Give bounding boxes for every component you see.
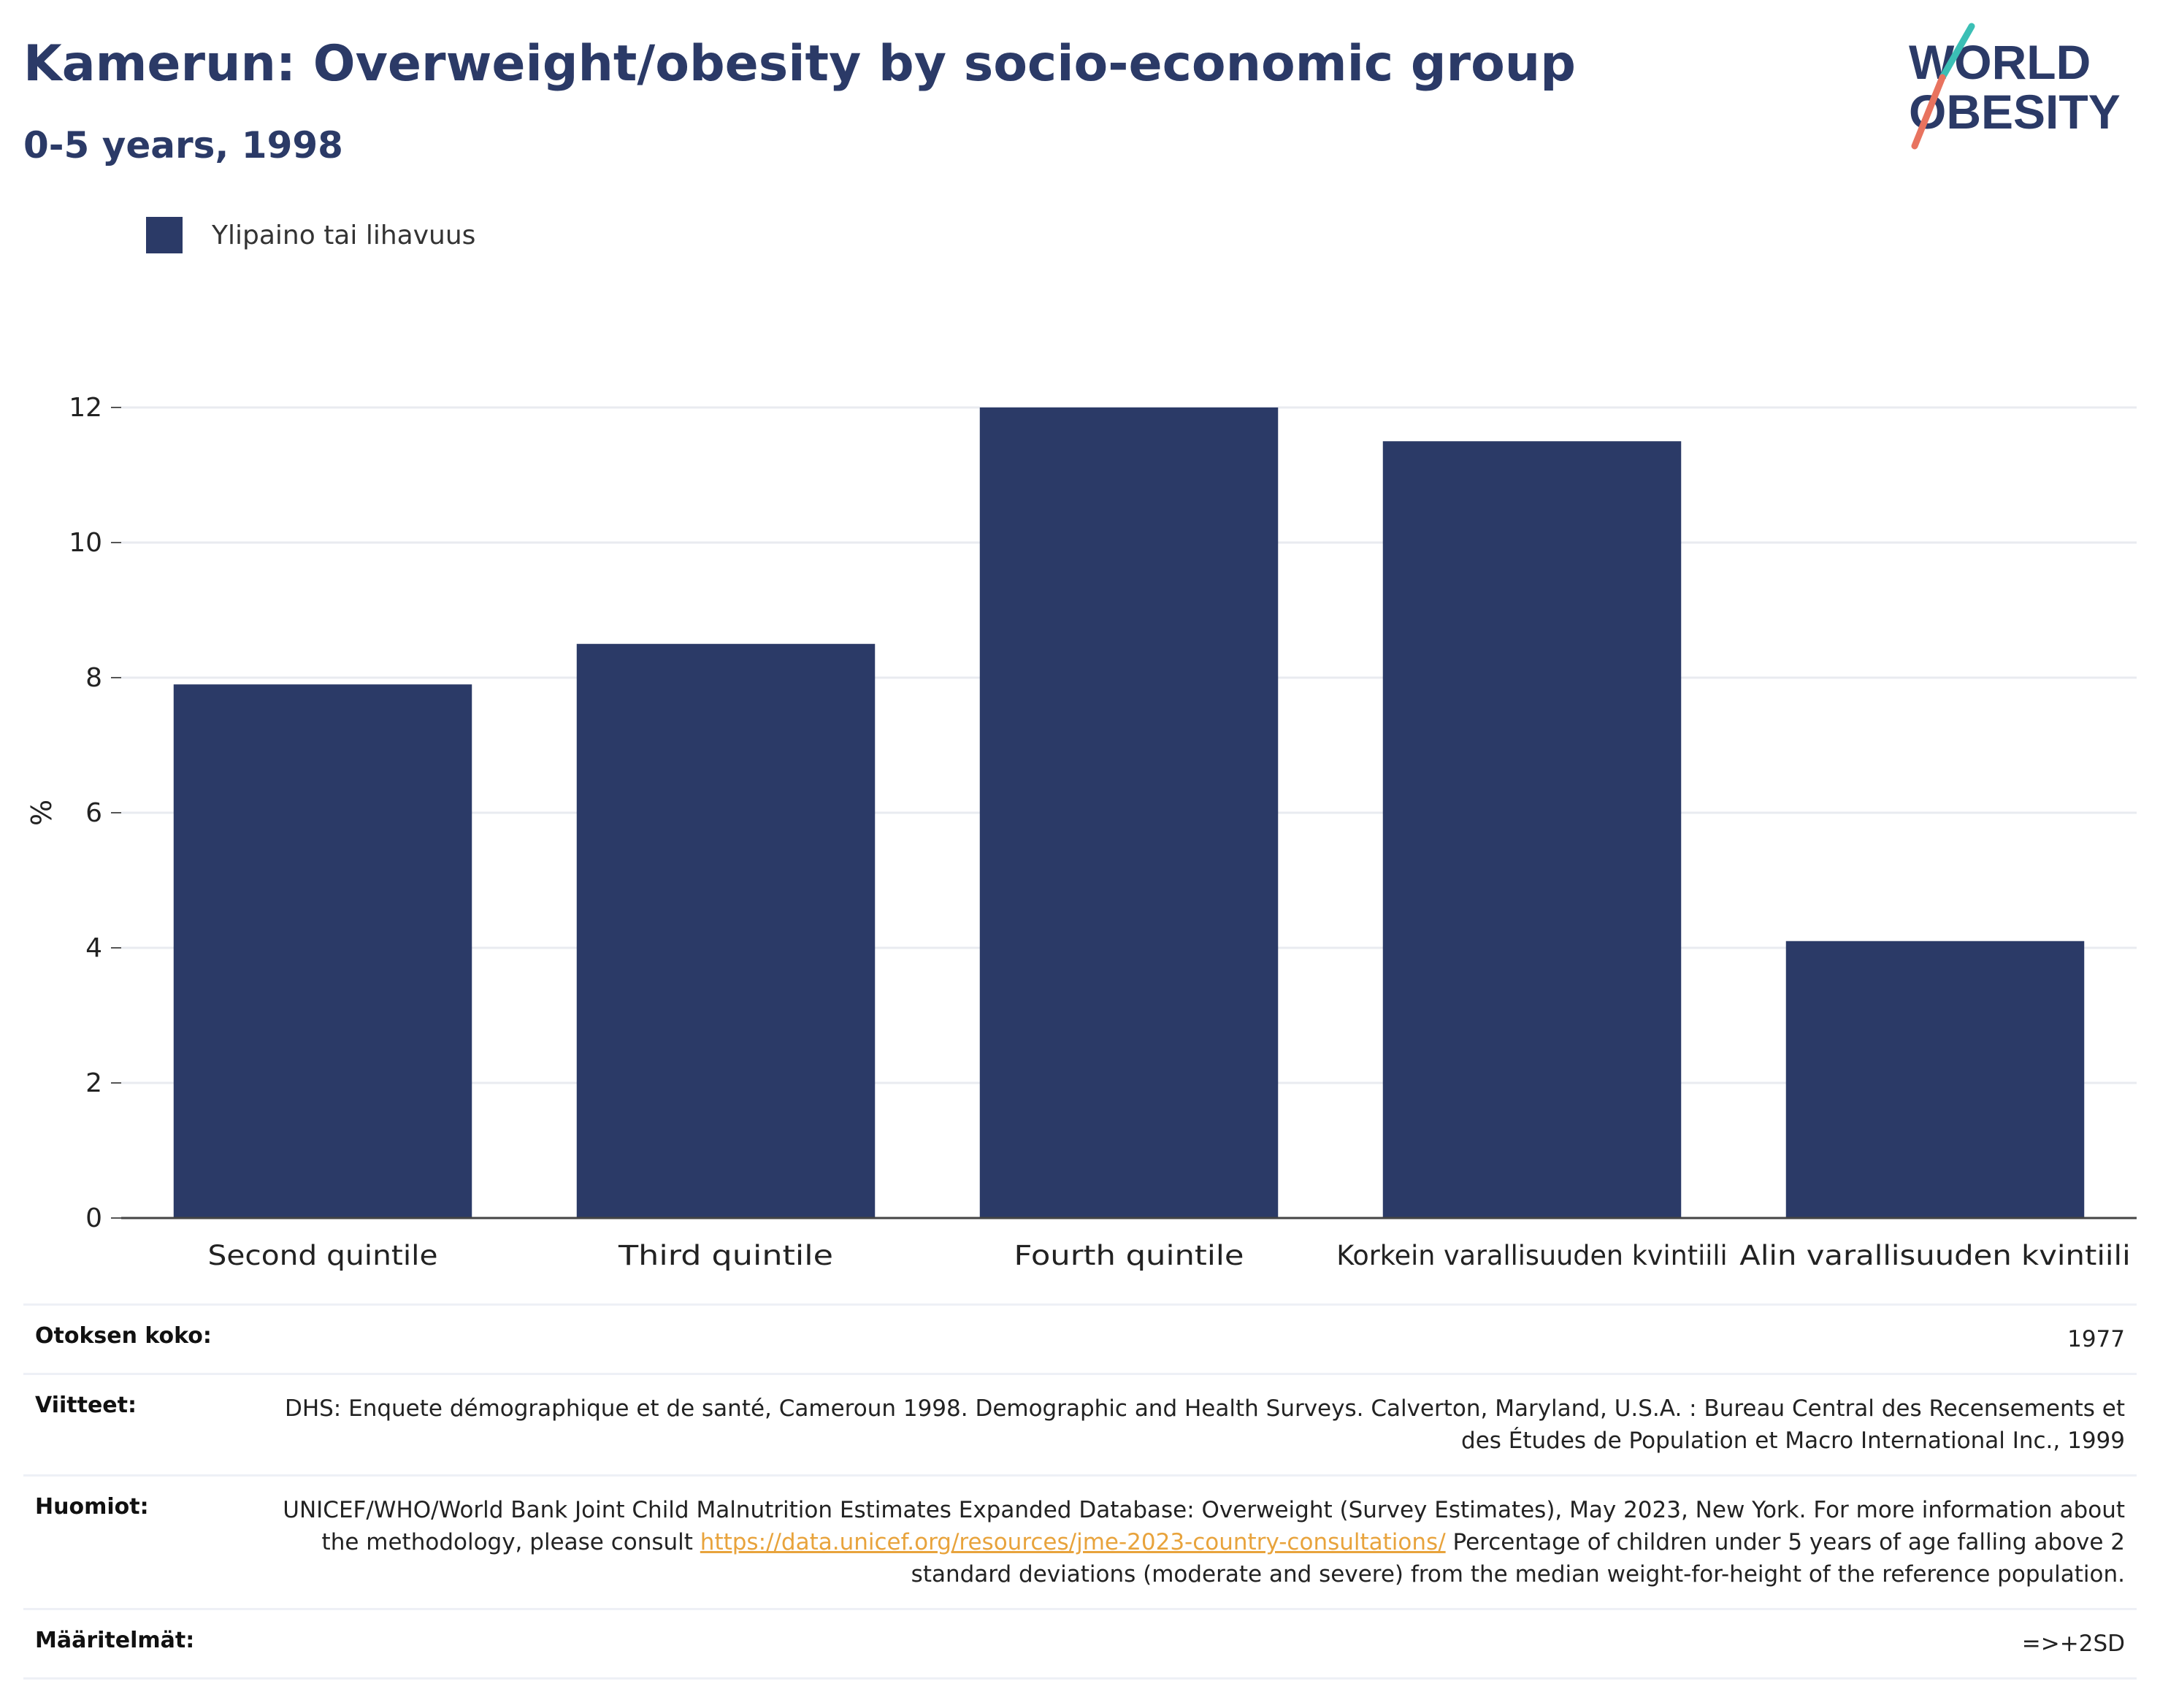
x-tick-label: Second quintile: [208, 1240, 438, 1271]
y-tick-label: 2: [85, 1068, 102, 1098]
y-tick-label: 6: [85, 798, 102, 828]
notes-value: UNICEF/WHO/World Bank Joint Child Malnut…: [269, 1494, 2125, 1590]
bar: [1382, 441, 1682, 1218]
references-label: Viitteet:: [35, 1393, 137, 1418]
legend-swatch: [146, 217, 183, 253]
y-tick-label: 0: [85, 1203, 102, 1233]
definitions-label: Määritelmät:: [35, 1628, 195, 1653]
y-tick-label: 10: [69, 528, 102, 558]
sample-size-label: Otoksen koko:: [35, 1323, 212, 1349]
legend-label: Ylipaino tai lihavuus: [212, 220, 476, 250]
y-axis-label: %: [26, 800, 58, 826]
info-row-sample-size: Otoksen koko: 1977: [23, 1303, 2137, 1373]
x-tick-label: Korkein varallisuuden kvintiili: [1336, 1240, 1727, 1271]
notes-text-after: Percentage of children under 5 years of …: [911, 1529, 2125, 1588]
bar: [979, 407, 1279, 1218]
definitions-value: =>+2SD: [2021, 1631, 2125, 1657]
sample-size-value: 1977: [2067, 1326, 2125, 1352]
methodology-link[interactable]: https://data.unicef.org/resources/jme-20…: [700, 1529, 1446, 1555]
x-tick-label: Fourth quintile: [1014, 1240, 1244, 1271]
world-obesity-logo: WORLD OBESITY: [1909, 23, 2121, 150]
y-tick-label: 8: [85, 663, 102, 693]
bar: [173, 684, 472, 1218]
chart-subtitle: 0-5 years, 1998: [23, 124, 343, 166]
x-tick-label: Third quintile: [618, 1240, 833, 1271]
chart-title: Kamerun: Overweight/obesity by socio-eco…: [23, 35, 1576, 93]
bar: [576, 643, 876, 1218]
y-tick-label: 4: [85, 933, 102, 963]
info-table: Otoksen koko: 1977 Viitteet: DHS: Enquet…: [23, 1303, 2137, 1680]
bar: [1785, 941, 2085, 1218]
x-tick-label: Alin varallisuuden kvintiili: [1739, 1240, 2130, 1271]
legend: Ylipaino tai lihavuus: [146, 215, 475, 255]
info-row-references: Viitteet: DHS: Enquete démographique et …: [23, 1373, 2137, 1474]
bar-chart: 0 2 4 6 8 10 12 Second quintile Third quintile Fo…: [26, 393, 2137, 1271]
y-tick-label: 12: [69, 393, 102, 423]
notes-label: Huomiot:: [35, 1494, 149, 1520]
notes-text-before: UNICEF/WHO/World Bank Joint Child Malnut…: [283, 1497, 2125, 1555]
references-value: DHS: Enquete démographique et de santé, …: [284, 1395, 2125, 1454]
logo-line2: OBESITY: [1909, 85, 2121, 139]
info-row-definitions: Määritelmät: =>+2SD: [23, 1608, 2137, 1680]
info-row-notes: Huomiot: UNICEF/WHO/World Bank Joint Chi…: [23, 1474, 2137, 1608]
